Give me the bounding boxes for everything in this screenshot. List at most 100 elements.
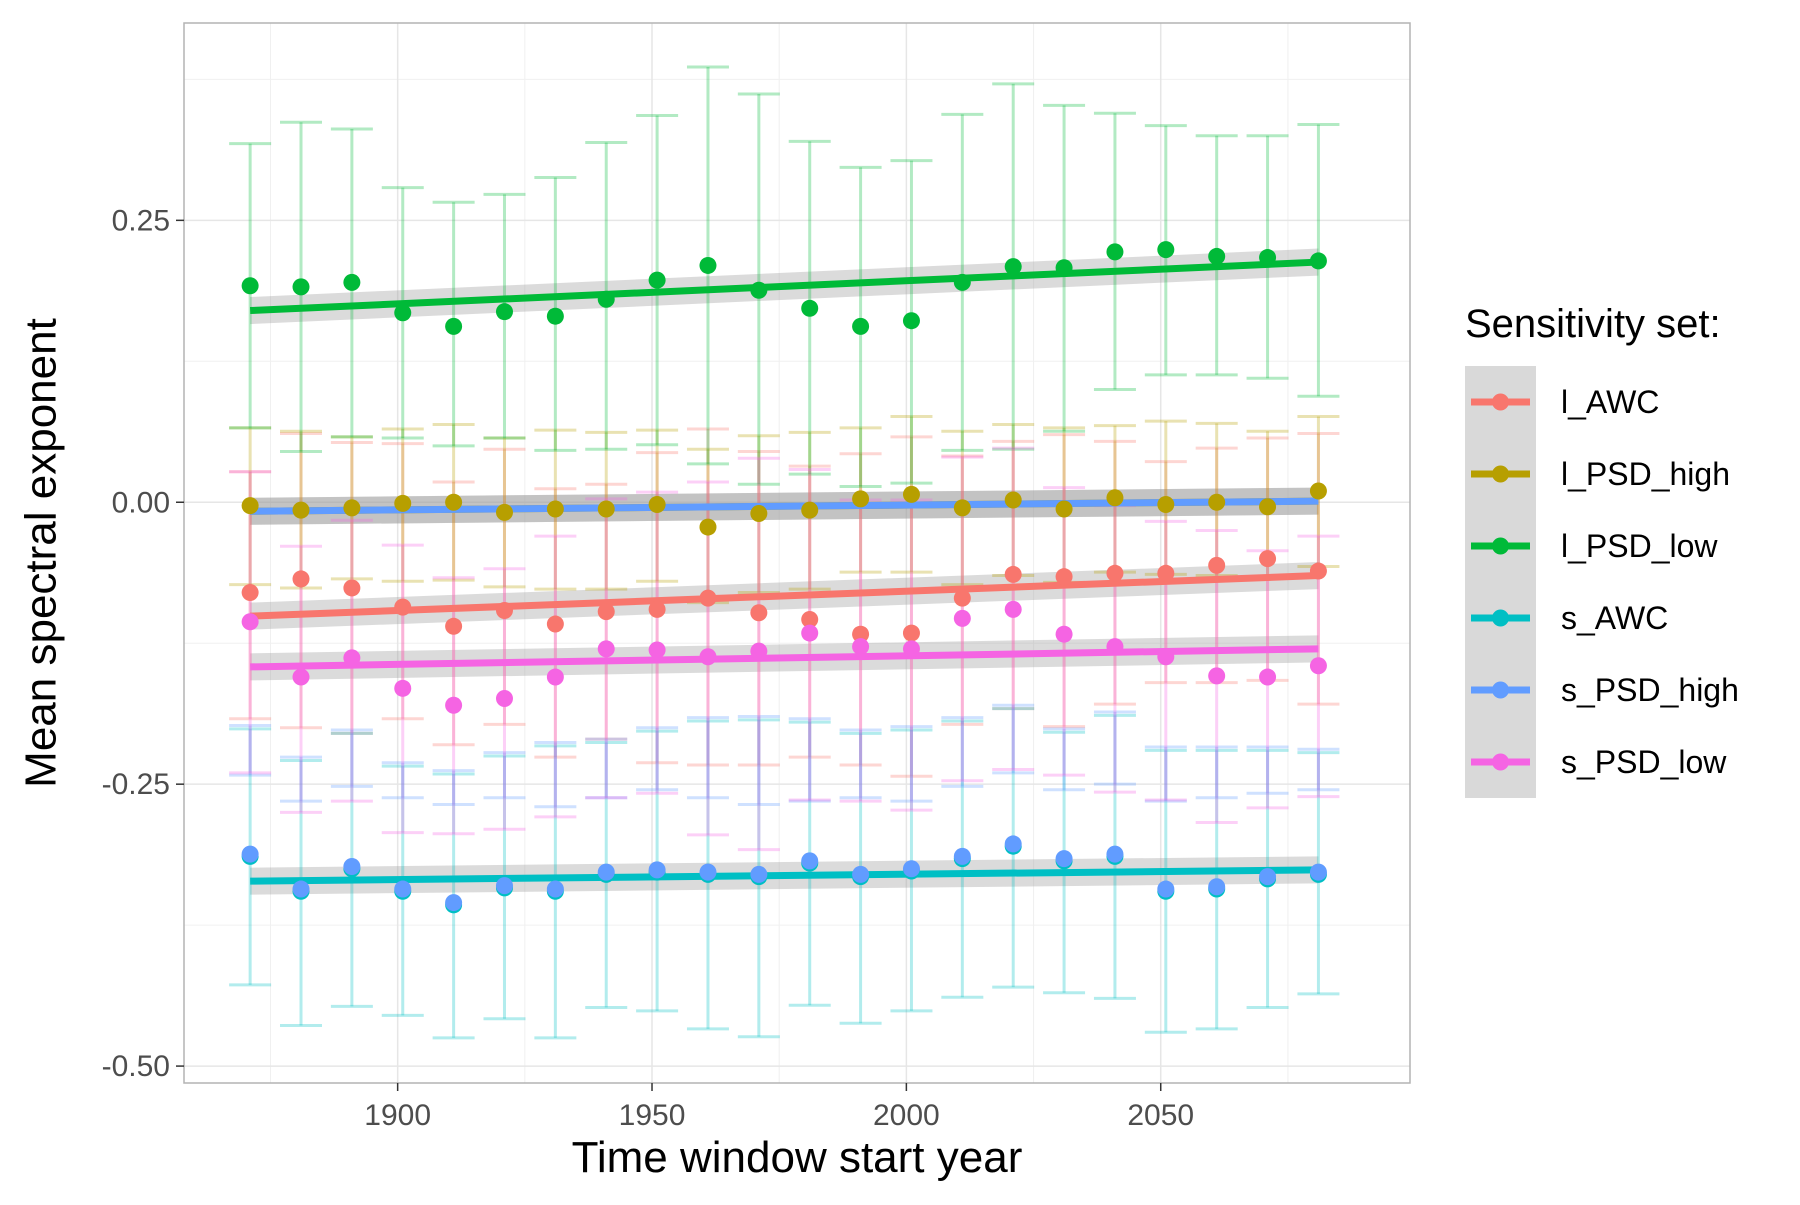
error-bar-l-awc xyxy=(483,447,526,726)
data-point-l-awc xyxy=(1004,565,1022,583)
data-point-l-psd-low xyxy=(241,277,259,295)
data-point-l-psd-low xyxy=(343,273,361,291)
data-point-l-awc xyxy=(1208,556,1226,574)
data-point-l-psd-high xyxy=(1157,496,1175,514)
legend-item-s-awc: s_AWC xyxy=(1465,582,1668,654)
data-point-s-psd-low xyxy=(1004,600,1022,618)
data-point-s-psd-high xyxy=(495,877,513,895)
data-point-s-psd-high xyxy=(1259,868,1277,886)
legend-label: s_PSD_low xyxy=(1561,744,1727,780)
error-bar-s-psd-high xyxy=(839,728,882,800)
data-point-l-psd-low xyxy=(750,281,768,299)
legend-item-s-psd-low: s_PSD_low xyxy=(1465,726,1727,798)
data-point-l-psd-high xyxy=(1309,482,1327,500)
data-point-l-psd-low xyxy=(445,317,463,335)
data-point-s-psd-low xyxy=(292,668,310,686)
data-point-s-psd-high xyxy=(241,845,259,863)
error-bar-s-psd-high xyxy=(788,717,831,803)
data-point-l-psd-high xyxy=(750,505,768,523)
legend-key-point xyxy=(1492,753,1509,771)
data-point-l-psd-low xyxy=(1309,252,1327,270)
data-point-l-psd-low xyxy=(1004,258,1022,276)
data-point-l-psd-low xyxy=(648,271,666,289)
data-point-s-psd-low xyxy=(1157,648,1175,666)
data-point-l-psd-low xyxy=(801,299,819,317)
data-point-l-awc xyxy=(902,624,920,642)
error-bar-s-psd-high xyxy=(1297,747,1340,792)
data-point-l-psd-low xyxy=(597,290,615,308)
data-points xyxy=(241,241,1327,914)
data-point-l-psd-high xyxy=(902,485,920,503)
legend-key-point xyxy=(1492,609,1509,627)
data-point-s-psd-high xyxy=(394,880,412,898)
data-point-s-psd-high xyxy=(801,852,819,870)
data-point-s-psd-high xyxy=(750,865,768,883)
data-point-l-awc xyxy=(699,589,717,607)
data-point-l-awc xyxy=(445,617,463,635)
data-point-l-awc xyxy=(953,589,971,607)
legend: Sensitivity set: l_AWC l_PSD_high l_PSD_lo… xyxy=(1465,302,1739,798)
data-point-l-psd-low xyxy=(1106,243,1124,261)
error-bar-s-psd-high xyxy=(585,737,628,800)
data-point-s-psd-high xyxy=(292,880,310,898)
x-tick-label: 2000 xyxy=(873,1099,940,1132)
data-point-s-psd-low xyxy=(495,689,513,707)
error-bar-s-psd-high xyxy=(432,769,475,806)
data-point-l-awc xyxy=(1259,550,1277,568)
data-point-l-psd-high xyxy=(699,518,717,536)
data-point-s-psd-high xyxy=(445,894,463,912)
data-point-s-psd-low xyxy=(394,679,412,697)
legend-item-l-psd-high: l_PSD_high xyxy=(1465,438,1730,510)
data-point-l-awc xyxy=(292,570,310,588)
legend-key-point xyxy=(1492,393,1509,411)
legend-label: l_PSD_high xyxy=(1561,456,1730,492)
grid-layer xyxy=(184,23,1410,1083)
data-point-s-psd-high xyxy=(1004,835,1022,853)
y-tick-label: 0.00 xyxy=(112,486,170,519)
data-point-l-awc xyxy=(750,604,768,622)
data-point-s-psd-low xyxy=(1309,657,1327,675)
data-point-l-awc xyxy=(852,625,870,643)
error-bar-s-psd-high xyxy=(381,761,424,800)
error-bar-s-psd-high xyxy=(1195,745,1238,800)
y-tick-label: -0.50 xyxy=(102,1050,170,1083)
error-bar-s-psd-high xyxy=(686,716,729,800)
legend-label: l_AWC xyxy=(1561,384,1659,420)
panel-background xyxy=(184,23,1410,1083)
data-point-s-psd-low xyxy=(445,696,463,714)
data-point-l-psd-high xyxy=(648,496,666,514)
data-point-l-awc xyxy=(495,602,513,620)
data-point-l-psd-high xyxy=(292,501,310,519)
error-bar-s-psd-high xyxy=(1246,745,1289,795)
legend-label: l_PSD_low xyxy=(1561,528,1718,564)
x-tick-label: 1900 xyxy=(364,1099,431,1132)
legend-item-l-awc: l_AWC xyxy=(1465,366,1659,438)
data-point-l-awc xyxy=(343,579,361,597)
trend-line-s-awc xyxy=(250,866,1319,885)
error-bar-s-psd-high xyxy=(1043,727,1086,792)
error-bar-s-psd-high xyxy=(330,728,373,788)
legend-key-point xyxy=(1492,465,1509,483)
data-point-l-psd-low xyxy=(1157,241,1175,259)
error-bar-s-psd-high xyxy=(1144,745,1187,803)
data-point-s-psd-high xyxy=(597,863,615,881)
error-bar-l-awc xyxy=(381,442,424,721)
x-tick-label: 2050 xyxy=(1127,1099,1194,1132)
data-point-s-psd-low xyxy=(953,609,971,627)
data-point-s-psd-low xyxy=(648,641,666,659)
error-bar-s-psd-high xyxy=(280,755,323,803)
data-point-s-psd-low xyxy=(343,649,361,667)
error-bar-s-psd-high xyxy=(992,703,1035,775)
data-point-l-psd-high xyxy=(1208,493,1226,511)
data-point-l-psd-low xyxy=(1055,259,1073,277)
legend-label: s_AWC xyxy=(1561,600,1668,636)
data-point-s-psd-high xyxy=(648,861,666,879)
error-bar-s-psd-high xyxy=(483,751,526,800)
data-point-s-psd-low xyxy=(1106,638,1124,656)
data-point-l-awc xyxy=(394,598,412,616)
data-point-s-psd-high xyxy=(1309,863,1327,881)
error-bar-s-psd-high xyxy=(534,740,577,809)
data-point-s-psd-high xyxy=(902,860,920,878)
y-axis-title: Mean spectral exponent xyxy=(17,318,66,788)
data-point-l-psd-high xyxy=(953,499,971,517)
